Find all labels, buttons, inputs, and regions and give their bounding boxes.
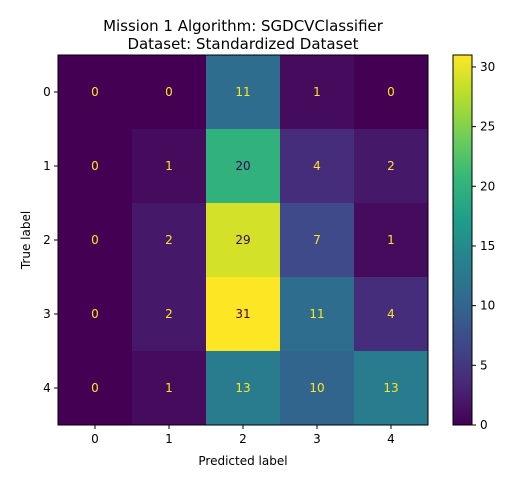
cell-value-label: 0 [91, 85, 99, 99]
colorbar-tick-label: 30 [480, 60, 495, 74]
heatmap-cell [132, 351, 207, 426]
y-axis-label: True label [19, 211, 33, 270]
heatmap-cell [280, 129, 355, 204]
heatmap-cell [132, 203, 207, 278]
cell-value-label: 2 [165, 233, 173, 247]
heatmap-cell [206, 203, 281, 278]
cell-value-label: 1 [165, 381, 173, 395]
cell-value-label: 1 [313, 85, 321, 99]
heatmap-cell [280, 277, 355, 352]
heatmap-cell [354, 203, 429, 278]
cell-value-label: 0 [91, 381, 99, 395]
heatmap-cell [280, 55, 355, 130]
colorbar-tick-label: 15 [480, 239, 495, 253]
x-tick-label: 4 [387, 432, 395, 446]
heatmap-cell [280, 203, 355, 278]
heatmap-cell [58, 277, 133, 352]
y-tick-label: 4 [43, 381, 51, 395]
cell-value-label: 10 [309, 381, 324, 395]
y-tick-label: 0 [43, 85, 51, 99]
cell-value-label: 4 [313, 159, 321, 173]
cell-value-label: 20 [235, 159, 250, 173]
x-tick-label: 3 [313, 432, 321, 446]
y-tick-label: 2 [43, 233, 51, 247]
chart-title: Mission 1 Algorithm: SGDCVClassifier [103, 17, 384, 35]
colorbar-tick-label: 25 [480, 120, 495, 134]
x-tick-label: 2 [239, 432, 247, 446]
heatmap-cell [58, 203, 133, 278]
cell-value-label: 11 [309, 307, 324, 321]
cell-value-label: 11 [235, 85, 250, 99]
cell-value-label: 0 [91, 233, 99, 247]
heatmap-cell [354, 351, 429, 426]
cell-value-label: 4 [387, 307, 395, 321]
y-axis-ticks: 0 1 2 3 4 [43, 85, 58, 395]
heatmap-cell [206, 55, 281, 130]
y-tick-label: 3 [43, 307, 51, 321]
cell-value-label: 31 [235, 307, 250, 321]
cell-value-label: 1 [387, 233, 395, 247]
y-tick-label: 1 [43, 159, 51, 173]
heatmap-cell [58, 351, 133, 426]
heatmap-cell [132, 129, 207, 204]
cell-value-label: 0 [387, 85, 395, 99]
heatmap-cell [58, 55, 133, 130]
colorbar-tick-label: 20 [480, 179, 495, 193]
heatmap-cell [206, 277, 281, 352]
colorbar-tick-label: 5 [480, 358, 488, 372]
cell-value-label: 1 [165, 159, 173, 173]
cell-value-label: 2 [165, 307, 173, 321]
x-axis-label: Predicted label [198, 454, 287, 468]
heatmap-cell [280, 351, 355, 426]
cell-value-label: 0 [91, 159, 99, 173]
colorbar-tick-label: 10 [480, 299, 495, 313]
x-tick-label: 1 [165, 432, 173, 446]
cell-value-label: 29 [235, 233, 250, 247]
colorbar-ticks: 0 5 10 15 20 25 30 [472, 60, 495, 432]
heatmap-cell [354, 277, 429, 352]
heatmap-cell [354, 55, 429, 130]
heatmap-cell [58, 129, 133, 204]
cell-value-label: 0 [165, 85, 173, 99]
chart-subtitle: Dataset: Standardized Dataset [127, 35, 358, 53]
heatmap-cell [206, 351, 281, 426]
plot-frame [57, 54, 429, 426]
heatmap-cell [206, 129, 281, 204]
colorbar-tick-label: 0 [480, 418, 488, 432]
x-axis-ticks: 0 1 2 3 4 [91, 425, 395, 446]
cell-value-label: 0 [91, 307, 99, 321]
heatmap-cells [58, 55, 429, 426]
cell-value-label: 2 [387, 159, 395, 173]
heatmap-cell-labels: 0 0 11 1 00 1 20 4 20 2 29 7 10 2 31 11 40 1 13 10 13 [91, 85, 398, 395]
x-tick-label: 0 [91, 432, 99, 446]
heatmap-cell [132, 277, 207, 352]
heatmap-cell [354, 129, 429, 204]
cell-value-label: 13 [383, 381, 398, 395]
cell-value-label: 13 [235, 381, 250, 395]
heatmap-cell [132, 55, 207, 130]
cell-value-label: 7 [313, 233, 321, 247]
colorbar [452, 54, 473, 426]
